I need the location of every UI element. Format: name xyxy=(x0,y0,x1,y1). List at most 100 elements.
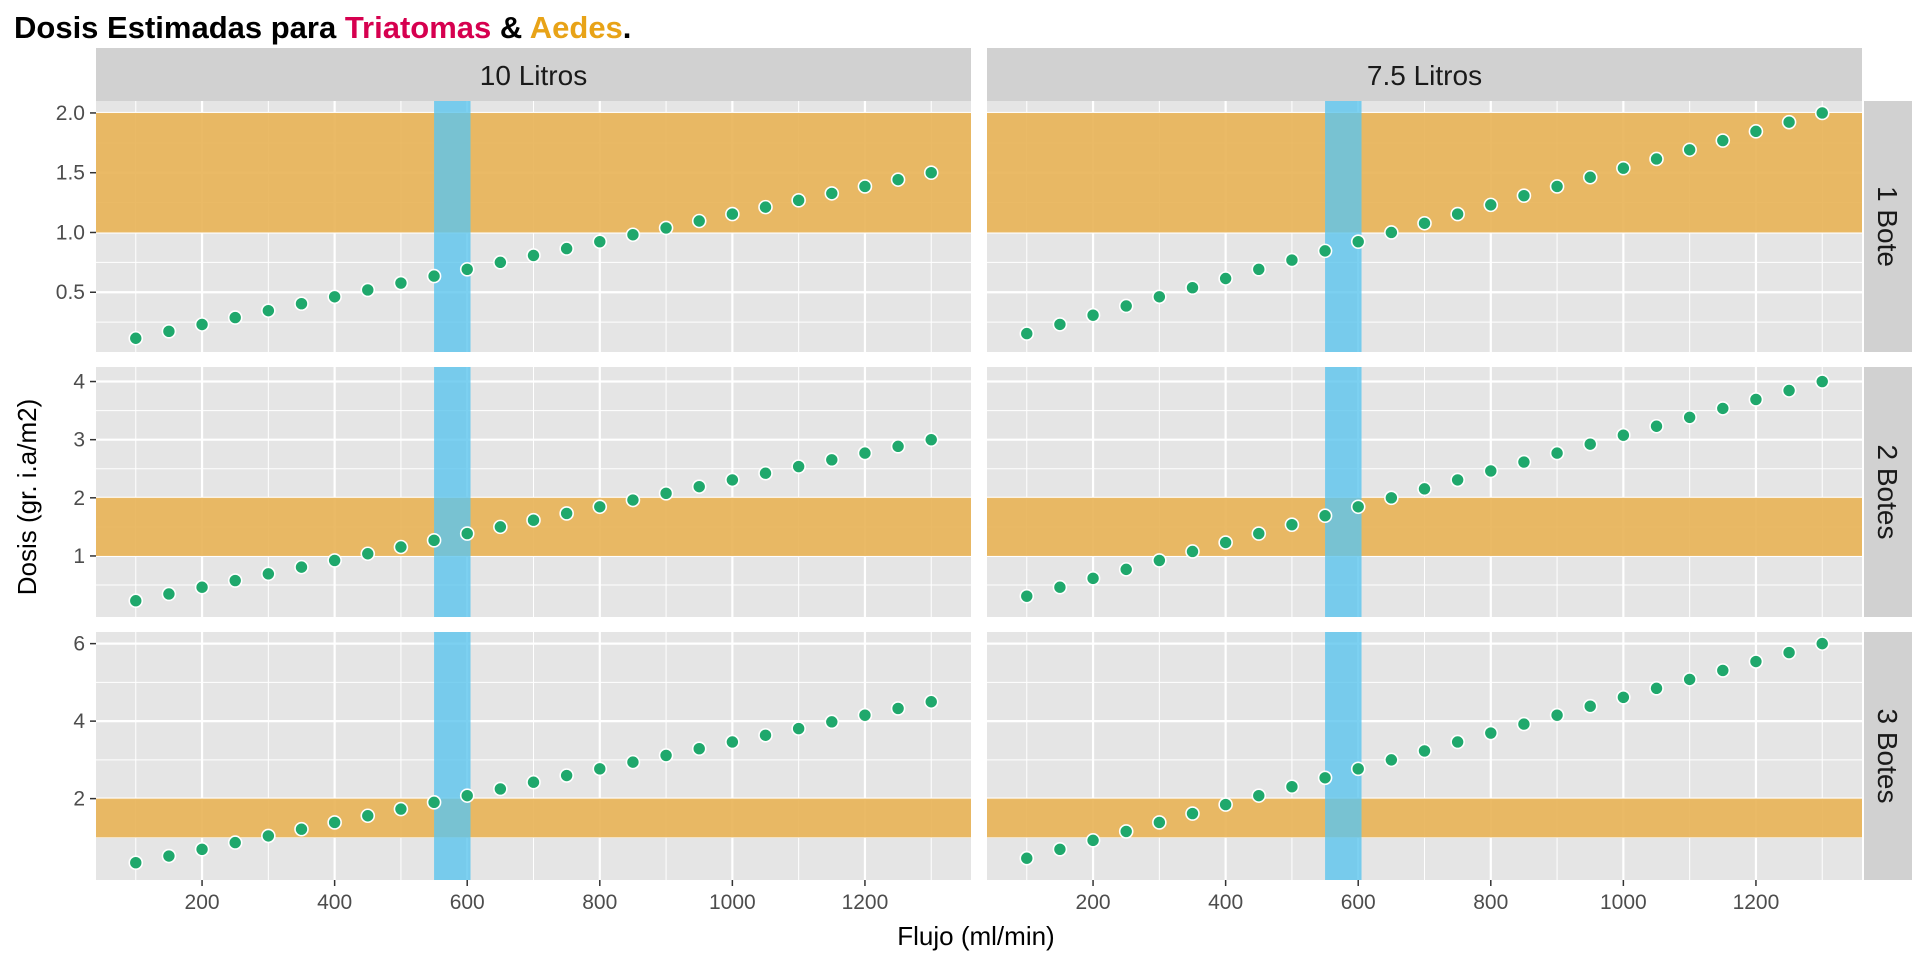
x-tick-label: 600 xyxy=(450,891,485,914)
data-point xyxy=(194,579,210,595)
data-point xyxy=(758,465,773,481)
data-point xyxy=(791,721,806,736)
data-point xyxy=(1350,761,1366,777)
data-point xyxy=(426,795,442,810)
y-axis-title: Dosis (gr. i.a/m2) xyxy=(12,399,42,596)
data-point xyxy=(1350,499,1366,515)
data-point xyxy=(658,486,674,501)
data-point xyxy=(1549,445,1565,461)
data-point xyxy=(1284,252,1300,268)
data-point xyxy=(1649,151,1664,167)
triatoma-flow-band xyxy=(1325,632,1362,880)
data-point xyxy=(1682,672,1697,687)
facet-panels: 10 Litros 7.5 Litros 1 Bote 2 Botes 3 Botes 0… xyxy=(56,48,1912,914)
data-point xyxy=(459,261,475,277)
facet-panel: 200 400 600 800 1000 1200 xyxy=(987,632,1862,914)
data-point xyxy=(1715,401,1731,416)
data-point xyxy=(1682,142,1697,158)
data-point xyxy=(493,519,508,535)
data-point xyxy=(1516,188,1532,203)
data-point xyxy=(857,707,873,723)
data-point xyxy=(393,801,409,817)
data-point xyxy=(1251,788,1267,803)
data-point xyxy=(1616,160,1631,176)
data-point xyxy=(758,727,773,743)
data-point xyxy=(393,275,409,291)
data-point xyxy=(1781,114,1797,130)
data-point xyxy=(128,330,144,346)
x-tick-label: 600 xyxy=(1341,891,1376,914)
x-tick-label: 800 xyxy=(582,891,617,914)
column-strip xyxy=(96,48,971,101)
triatoma-flow-band xyxy=(434,367,471,617)
aedes-dose-band xyxy=(96,798,971,838)
row-strip-label: 3 Botes xyxy=(1872,709,1903,804)
data-point xyxy=(691,479,707,494)
data-point xyxy=(128,593,144,609)
y-tick-label: 2.0 xyxy=(56,102,85,125)
row-strip xyxy=(1864,367,1912,617)
data-point xyxy=(194,842,210,857)
column-strip xyxy=(987,48,1862,101)
y-tick-label: 4 xyxy=(73,371,85,394)
aedes-dose-band xyxy=(987,798,1862,838)
data-point xyxy=(194,317,210,332)
data-point xyxy=(393,539,409,555)
data-point xyxy=(1715,663,1731,678)
data-point xyxy=(592,234,608,249)
data-point xyxy=(1417,215,1432,231)
data-point xyxy=(1019,850,1035,866)
x-axis-title: Flujo (ml/min) xyxy=(897,921,1054,951)
data-point xyxy=(725,206,740,222)
facet-panel: 0.5 1.0 1.5 2.0 xyxy=(56,101,971,352)
data-point xyxy=(625,754,641,770)
data-point xyxy=(1649,681,1664,696)
data-point xyxy=(1185,280,1200,295)
data-point xyxy=(1317,770,1333,786)
facet-panel: 1 2 3 4 xyxy=(73,367,971,617)
data-point xyxy=(1582,436,1598,452)
data-point xyxy=(227,835,243,850)
data-point xyxy=(1251,261,1267,277)
data-point xyxy=(161,324,177,339)
data-point xyxy=(526,512,541,528)
x-tick-label: 1200 xyxy=(1733,891,1780,914)
data-point xyxy=(1814,105,1830,121)
data-point xyxy=(1152,289,1167,305)
data-point xyxy=(426,533,442,548)
data-point xyxy=(625,492,641,508)
data-point xyxy=(261,303,276,318)
data-point xyxy=(923,432,939,447)
data-point xyxy=(725,472,740,488)
data-point xyxy=(1781,645,1797,660)
data-point xyxy=(1019,326,1035,341)
data-point xyxy=(161,586,177,602)
data-point xyxy=(1152,815,1167,830)
x-tick-label: 1000 xyxy=(1600,891,1647,914)
x-tick-label: 200 xyxy=(1076,891,1111,914)
data-point xyxy=(327,553,342,568)
triatoma-flow-band xyxy=(1325,367,1362,617)
data-point xyxy=(791,459,806,474)
column-strip-label: 7.5 Litros xyxy=(1367,60,1482,91)
data-point xyxy=(890,172,906,187)
data-point xyxy=(360,808,376,824)
data-point xyxy=(1384,225,1399,240)
data-point xyxy=(1118,562,1134,577)
data-point xyxy=(1218,535,1233,550)
title-suffix: . xyxy=(623,10,632,45)
title-connector: & xyxy=(491,10,529,45)
triatoma-flow-band xyxy=(1325,101,1362,352)
aedes-dose-band xyxy=(987,112,1862,233)
data-point xyxy=(1616,427,1631,443)
data-point xyxy=(1483,197,1499,213)
row-strip-label: 2 Botes xyxy=(1872,445,1903,540)
data-point xyxy=(294,559,309,575)
row-strip xyxy=(1864,101,1912,352)
data-point xyxy=(161,848,177,864)
data-point xyxy=(1118,824,1134,839)
aedes-dose-band xyxy=(96,112,971,233)
data-point xyxy=(526,774,541,790)
data-point xyxy=(261,828,276,844)
